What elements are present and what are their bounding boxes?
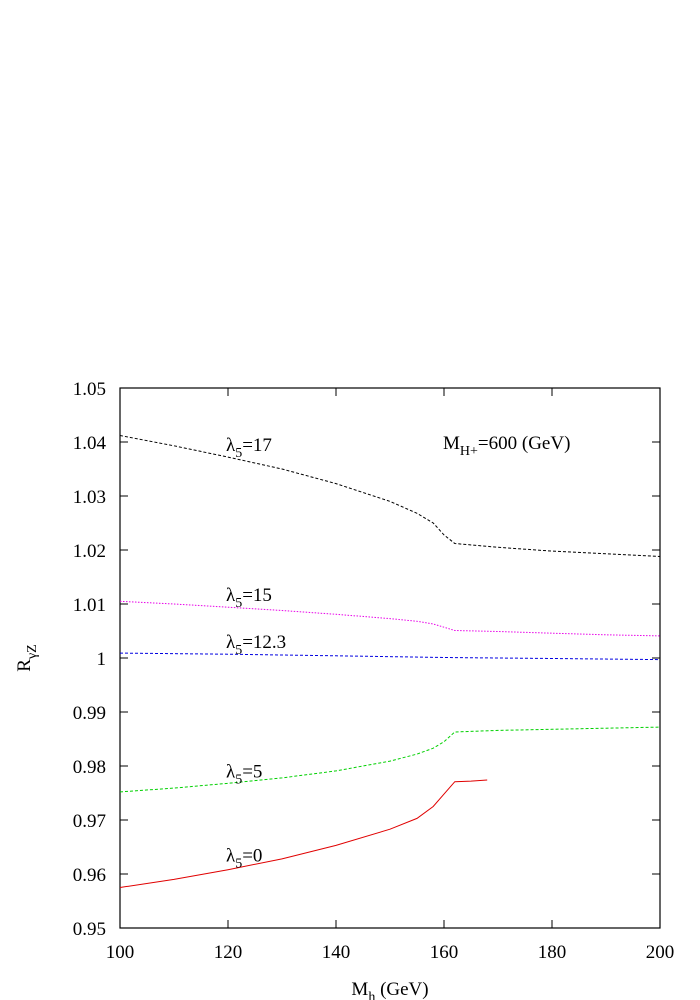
- series-label: λ5=17: [226, 435, 272, 461]
- series-label: λ5=12.3: [226, 632, 286, 658]
- plot-border: [119, 387, 661, 929]
- x-tick-label: 140: [322, 942, 351, 963]
- series-label: λ5=5: [226, 761, 262, 787]
- y-tick-label: 1.04: [73, 433, 107, 454]
- series-line: [119, 726, 661, 793]
- series-line: [119, 779, 488, 888]
- y-tick-label: 0.95: [73, 919, 106, 940]
- series-label: λ5=15: [226, 585, 272, 611]
- y-tick-label: 1.01: [73, 595, 106, 616]
- x-tick-label: 200: [646, 942, 675, 963]
- x-axis-label: Mh (GeV): [351, 979, 428, 1000]
- y-tick-label: 0.99: [73, 703, 106, 724]
- y-tick-label: 1.05: [73, 379, 106, 400]
- y-axis-label: RγZ: [14, 644, 40, 671]
- series-line: [119, 435, 661, 557]
- y-tick-label: 0.96: [73, 865, 106, 886]
- series-line: [119, 600, 661, 637]
- x-tick-label: 120: [214, 942, 243, 963]
- y-tick-label: 0.97: [73, 811, 106, 832]
- x-tick-label: 160: [430, 942, 459, 963]
- mass-annotation: MH+=600 (GeV): [443, 433, 570, 459]
- series-label: λ5=0: [226, 846, 262, 872]
- text-labels: λ5=17 λ5=15 λ5=12.3 λ5=5 λ5=0: [226, 435, 286, 872]
- y-tick-label: 1.03: [73, 487, 106, 508]
- plot-frame: [119, 387, 661, 929]
- series-line: [119, 652, 661, 661]
- series-group: [119, 435, 661, 888]
- x-tick-label: 100: [106, 942, 135, 963]
- y-tick-label: 0.98: [73, 757, 106, 778]
- y-tick-label: 1.02: [73, 541, 106, 562]
- axis-ticks: 100 120 140 160 180 200 0.95 0.96 0.97 0.98 0.99 1 1…: [73, 379, 675, 963]
- y-tick-label: 1: [97, 649, 107, 670]
- x-tick-label: 180: [538, 942, 567, 963]
